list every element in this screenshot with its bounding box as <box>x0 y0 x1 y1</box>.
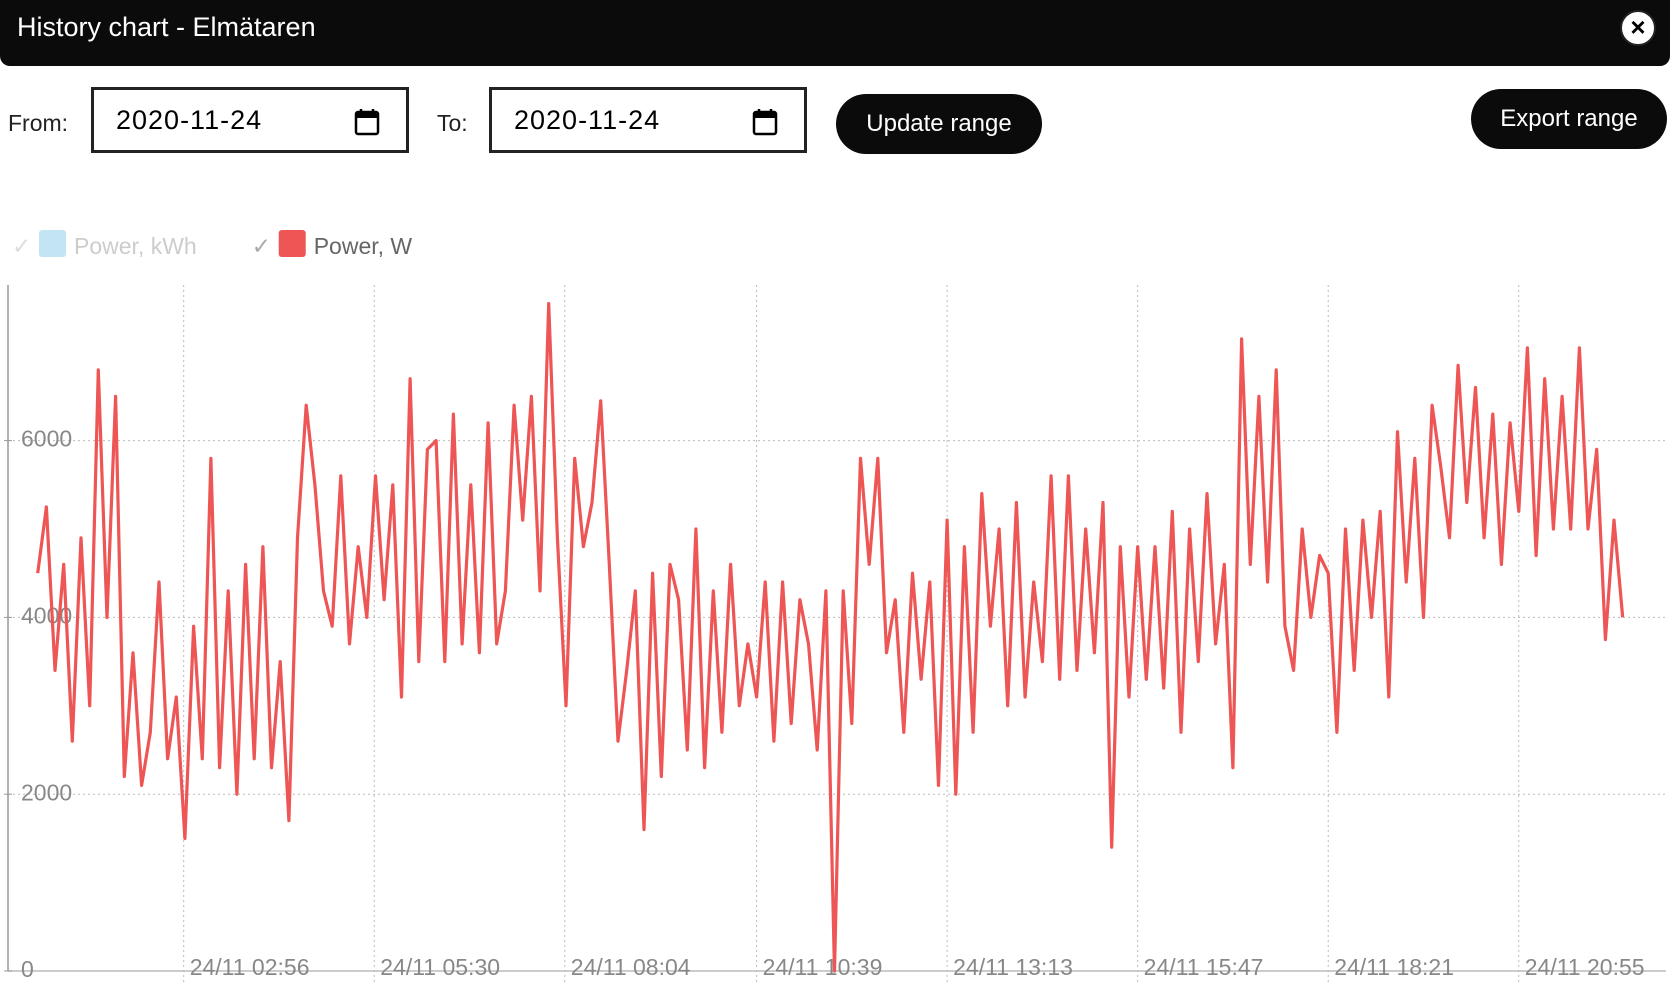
header: History chart - Elmätaren × <box>0 0 1670 66</box>
y-tick-label: 6000 <box>21 426 72 452</box>
x-tick-label: 24/11 02:56 <box>190 954 310 980</box>
close-button[interactable]: × <box>1620 10 1656 46</box>
x-tick-label: 24/11 10:39 <box>763 954 883 980</box>
legend-check: ✓ <box>252 233 271 259</box>
x-tick-label: 24/11 05:30 <box>380 954 500 980</box>
legend-swatch <box>39 230 66 257</box>
data-line <box>36 302 1625 973</box>
export-range-button[interactable]: Export range <box>1471 89 1667 149</box>
to-date-input[interactable]: 2020-11-24 <box>489 87 807 153</box>
from-date: 2020-11-24 <box>116 105 263 135</box>
x-tick-label: 24/11 18:21 <box>1334 954 1454 980</box>
legend-label: Power, kWh <box>74 233 197 259</box>
dialog-title: History chart - Elmätaren <box>17 12 316 42</box>
to-date: 2020-11-24 <box>514 105 661 135</box>
from-date-input[interactable]: 2020-11-24 <box>91 87 409 153</box>
y-tick-label: 4000 <box>21 602 72 628</box>
to-label: To: <box>437 110 468 136</box>
from-label: From: <box>8 110 69 136</box>
x-tick-label: 24/11 08:04 <box>571 954 691 980</box>
legend-swatch <box>278 230 306 257</box>
update-range-button[interactable]: Update range <box>836 94 1042 154</box>
x-tick-label: 24/11 15:47 <box>1144 954 1264 980</box>
y-tick-label: 0 <box>21 956 34 982</box>
legend-label: Power, W <box>314 233 413 259</box>
chart: ✓ Power, kWh ✓ Power, W 0 2000 4000 6000 24/11 0… <box>4 230 1666 983</box>
y-tick-label: 2000 <box>21 779 72 805</box>
x-tick-label: 24/11 20:55 <box>1525 954 1645 980</box>
calendar-icon[interactable] <box>354 108 380 136</box>
legend-check: ✓ <box>12 233 31 259</box>
calendar-icon[interactable] <box>752 108 778 136</box>
x-tick-label: 24/11 13:13 <box>953 954 1073 980</box>
